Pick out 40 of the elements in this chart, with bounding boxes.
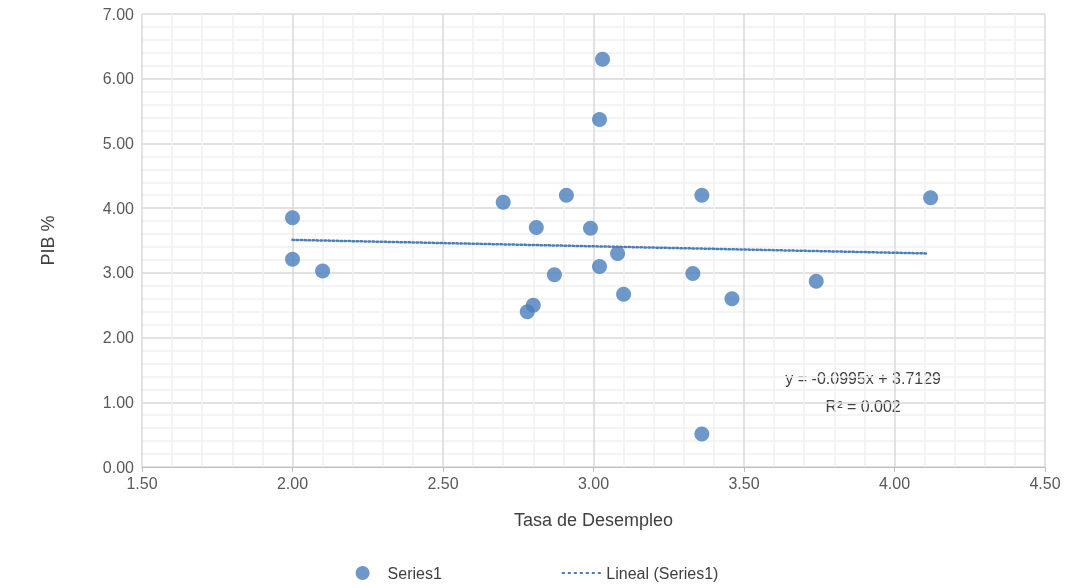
point xyxy=(923,190,939,206)
point xyxy=(519,304,535,320)
point xyxy=(495,194,511,210)
x-axis-title: Tasa de Desempleo xyxy=(513,510,674,530)
point xyxy=(724,291,740,307)
legend-label: Series1 xyxy=(387,564,442,582)
y-tick-label: 4.00 xyxy=(102,199,135,217)
point xyxy=(694,187,710,203)
point xyxy=(694,426,710,442)
point xyxy=(528,220,544,236)
y-tick-label: 2.00 xyxy=(102,329,135,347)
y-tick-label: 5.00 xyxy=(102,134,135,152)
point xyxy=(558,187,574,203)
y-axis-title: PIB % xyxy=(38,215,58,266)
x-tick-label: 1.50 xyxy=(126,474,158,492)
point xyxy=(685,266,701,281)
x-tick-label: 3.00 xyxy=(577,474,610,492)
point xyxy=(546,267,562,283)
point xyxy=(315,263,331,279)
x-tick-label: 3.50 xyxy=(728,474,760,492)
point xyxy=(808,273,824,289)
point xyxy=(616,286,632,302)
point xyxy=(285,251,300,267)
point xyxy=(595,51,611,67)
y-tick-label: 3.00 xyxy=(102,264,135,282)
point xyxy=(583,220,598,236)
x-tick-label: 2.00 xyxy=(276,474,309,492)
y-tick-label: 7.00 xyxy=(102,5,135,23)
x-tick-label: 4.00 xyxy=(878,474,911,492)
x-tick-label: 2.50 xyxy=(427,474,459,492)
y-tick-label: 6.00 xyxy=(102,70,135,88)
annotation: y = -0.0995x + 3.7129 R² = 0.002 xyxy=(785,369,942,415)
point xyxy=(285,210,300,226)
point xyxy=(592,111,608,127)
y-tick-label: 0.00 xyxy=(102,458,135,476)
y-tick-label: 1.00 xyxy=(102,393,135,411)
point xyxy=(610,245,626,261)
legend-label: Lineal (Series1) xyxy=(606,564,719,582)
x-tick-label: 4.50 xyxy=(1029,474,1061,492)
point xyxy=(592,258,608,274)
